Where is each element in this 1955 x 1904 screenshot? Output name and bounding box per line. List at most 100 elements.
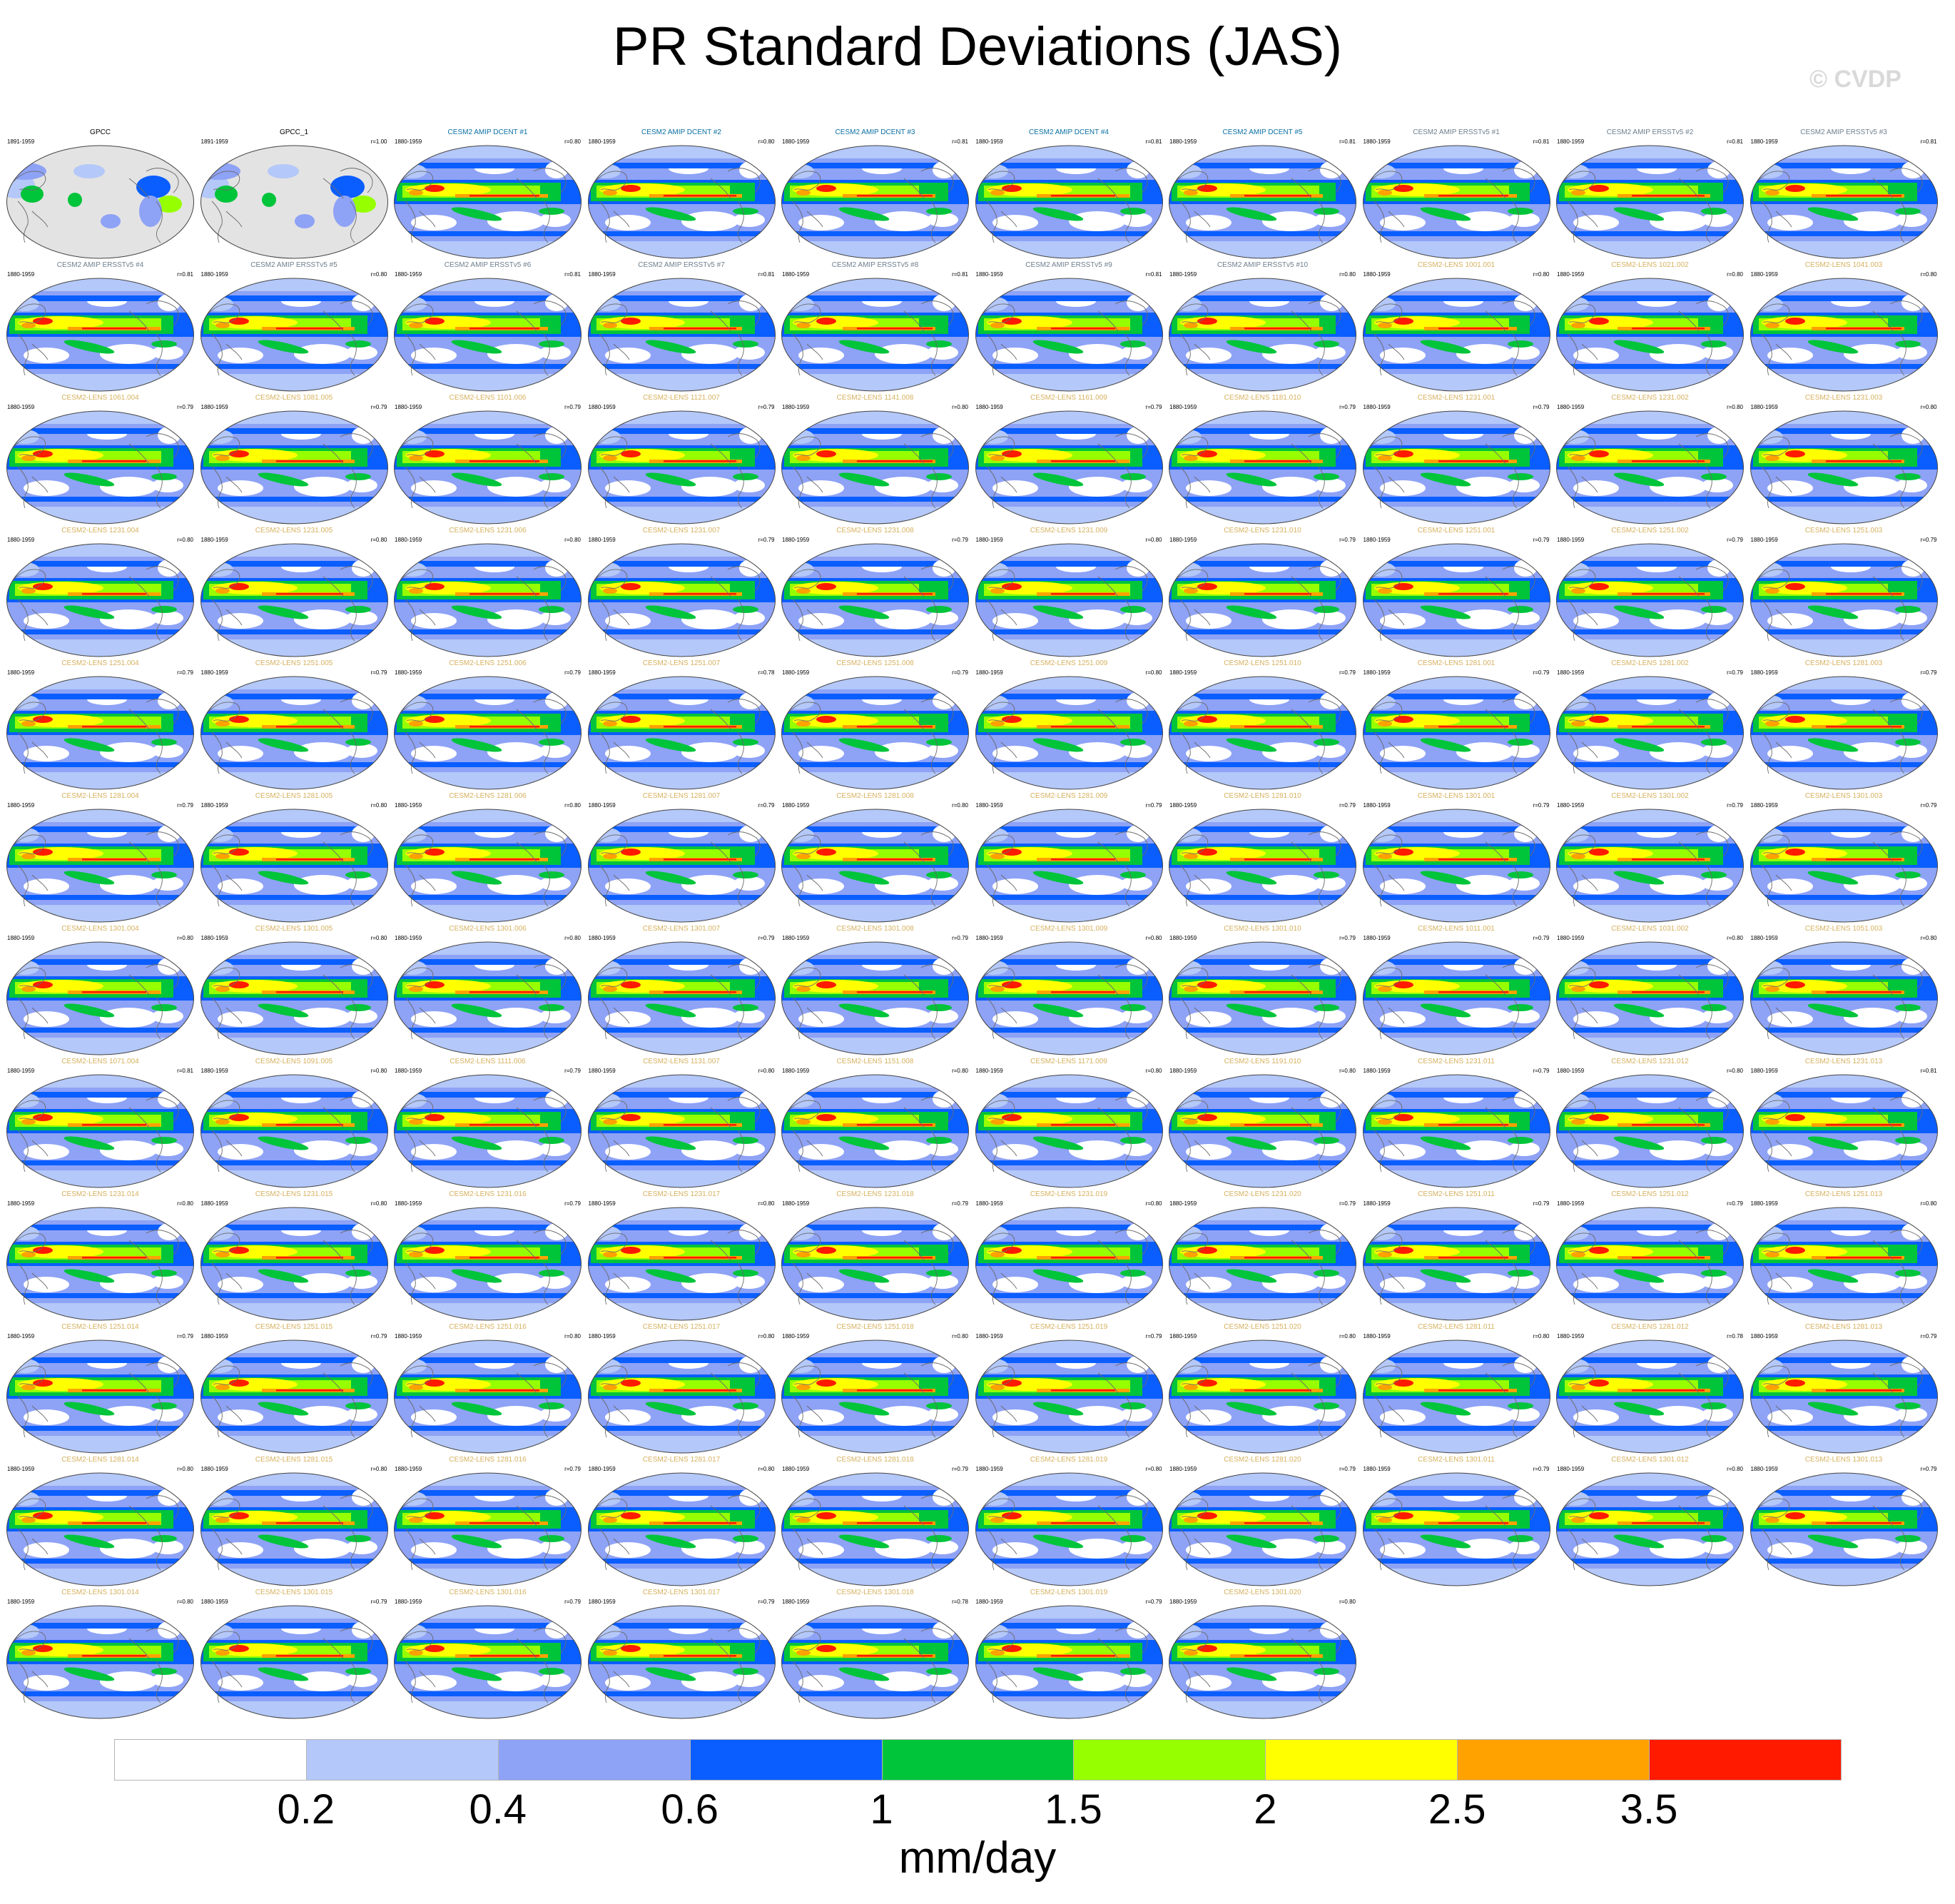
panel-title: CESM2-LENS 1301.002	[1611, 792, 1689, 800]
itcz-line	[1244, 1655, 1311, 1657]
coastline	[225, 343, 242, 360]
itcz-line	[1050, 1522, 1115, 1524]
spcz	[1032, 605, 1083, 619]
dry-zone	[24, 1277, 69, 1292]
itcz-line	[1438, 195, 1508, 197]
max-core	[215, 323, 230, 328]
coastline	[1485, 1372, 1505, 1394]
panel-pattern-correlation: r=0.80	[1339, 1333, 1356, 1340]
dry-zone	[1702, 1009, 1733, 1023]
coastline	[1318, 599, 1325, 642]
dry-zone	[1508, 1540, 1540, 1554]
dry-zone	[1767, 1277, 1813, 1292]
storm-track	[1169, 629, 1356, 634]
coastline	[594, 834, 627, 854]
itcz-line	[1632, 1522, 1705, 1524]
map-panel: CESM2-LENS 1301.011 1880-1959 r=0.79	[1360, 1456, 1553, 1589]
coastline	[405, 997, 416, 1040]
coastline	[788, 1498, 821, 1518]
coastline	[1512, 333, 1519, 376]
coastline	[1179, 1130, 1191, 1173]
coastline	[225, 609, 242, 626]
colorbar-swatch	[689, 1739, 883, 1781]
panel-pattern-correlation: r=0.79	[370, 404, 387, 410]
itcz-line	[469, 195, 539, 197]
panel-years: 1880-1959	[1750, 1466, 1778, 1472]
panel-pattern-correlation: r=0.80	[1920, 404, 1937, 410]
dry-zone	[798, 215, 844, 231]
panel-pattern-correlation: r=0.80	[564, 1333, 581, 1340]
spcz	[1119, 1270, 1146, 1277]
map-boundary	[975, 1340, 1163, 1454]
coastline	[1512, 1528, 1519, 1571]
storm-track	[1556, 1028, 1744, 1033]
panel-title: CESM2-LENS 1231.006	[449, 527, 527, 535]
map-panel: CESM2-LENS 1081.005 1880-1959 r=0.79	[198, 394, 391, 527]
panel-pattern-correlation: r=0.80	[564, 138, 581, 145]
map-panel: CESM2-LENS 1301.010 1880-1959 r=0.79	[1166, 925, 1359, 1058]
coastline	[1889, 699, 1922, 724]
coastline	[533, 1628, 567, 1654]
coastline	[1097, 974, 1118, 996]
dry-zone	[1068, 1406, 1126, 1426]
max-core	[620, 185, 641, 192]
coastline	[986, 1661, 997, 1703]
max-core	[1393, 849, 1413, 856]
coastline	[613, 476, 629, 493]
max-core	[409, 323, 423, 328]
global-map	[587, 145, 776, 259]
panel-title: CESM2-LENS 1051.003	[1804, 925, 1883, 933]
panel-pattern-correlation: r=0.79	[758, 802, 775, 809]
map-panel: CESM2-LENS 1301.001 1880-1959 r=0.79	[1360, 792, 1553, 925]
colorbar-swatch	[881, 1739, 1075, 1781]
dry-zone	[100, 1671, 157, 1691]
dry-zone	[100, 1008, 157, 1028]
itcz-line	[663, 991, 736, 993]
itcz-line	[1438, 593, 1508, 595]
max-core	[21, 455, 36, 461]
map-panel: CESM2-LENS 1281.008 1880-1959 r=0.80	[778, 792, 972, 925]
spcz	[645, 1003, 696, 1018]
north-high-lat-band	[200, 278, 387, 291]
coastline	[710, 841, 731, 863]
storm-track	[1169, 1691, 1356, 1696]
dry-zone	[1120, 213, 1152, 227]
panel-years: 1880-1959	[588, 935, 616, 941]
coastline	[1761, 1395, 1772, 1438]
max-core	[1184, 854, 1198, 859]
itcz-line	[1438, 991, 1508, 993]
panel-years: 1880-1959	[782, 1599, 810, 1605]
storm-track	[200, 1559, 387, 1564]
panel-pattern-correlation: r=0.80	[370, 537, 387, 543]
dry-zone	[733, 345, 765, 360]
panel-pattern-correlation: r=0.80	[1145, 1200, 1162, 1207]
global-map	[6, 676, 194, 790]
itcz-line	[1244, 1389, 1311, 1392]
coastline	[31, 1405, 49, 1422]
panel-years: 1880-1959	[1750, 1068, 1778, 1074]
coastline	[1695, 433, 1729, 459]
spcz	[345, 1668, 371, 1675]
panel-years: 1880-1959	[975, 138, 1003, 145]
dry-zone	[1508, 1275, 1540, 1289]
north-high-lat-band	[1363, 677, 1550, 689]
north-high-lat-band	[6, 1075, 194, 1088]
dry-zone	[1186, 215, 1232, 231]
dry-zone	[411, 1011, 457, 1027]
coastline	[419, 1272, 436, 1290]
coastline	[128, 1107, 150, 1128]
max-core	[215, 1517, 230, 1523]
dry-zone	[1650, 1273, 1707, 1293]
coastline	[1373, 731, 1385, 774]
global-map	[975, 278, 1163, 392]
coastline	[613, 741, 629, 759]
land-precip-patch	[101, 214, 121, 228]
max-core	[1784, 1379, 1805, 1387]
panel-pattern-correlation: r=0.79	[1533, 802, 1550, 809]
spcz	[1613, 1402, 1665, 1416]
coastline	[17, 997, 29, 1040]
itcz-line	[469, 1124, 539, 1126]
panel-years: 1880-1959	[782, 1200, 810, 1207]
panel-pattern-correlation: r=0.80	[370, 802, 387, 809]
coastline	[727, 1362, 760, 1388]
